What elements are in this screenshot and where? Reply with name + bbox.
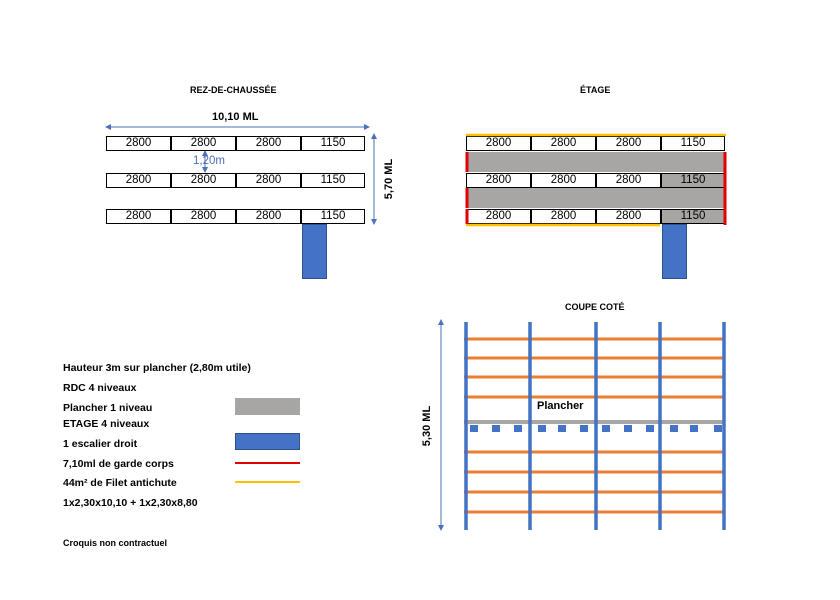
legend-swatch-guardrail	[235, 462, 300, 464]
section-beams-upper	[464, 337, 724, 399]
ground-rack-row-3: 2800 2800 2800 1150	[106, 209, 365, 224]
upper-rack-cell: 2800	[596, 173, 661, 188]
ground-rack-cell: 2800	[236, 173, 301, 188]
legend-rdc: RDC 4 niveaux	[63, 382, 137, 394]
upper-floor-band-2	[467, 188, 725, 208]
ground-rack-cell: 1150	[301, 173, 365, 188]
ground-rack-row-1: 2800 2800 2800 1150	[106, 136, 365, 151]
upper-rack-cell: 2800	[466, 136, 531, 151]
section-floor-label: Plancher	[537, 400, 584, 412]
ground-rack-cell: 1150	[301, 136, 365, 151]
upper-plan-title: ÉTAGE	[580, 85, 611, 95]
ground-aisle-label: 1,20m	[193, 155, 225, 167]
upper-rack-cell: 1150	[661, 209, 725, 224]
legend-height: Hauteur 3m sur plancher (2,80m utile)	[63, 362, 251, 374]
legend-swatch-stair	[235, 433, 300, 450]
ground-rack-cell: 2800	[171, 173, 236, 188]
legend-dimensions: 1x2,30x10,10 + 1x2,30x8,80	[63, 497, 198, 509]
upper-rack-cell: 1150	[661, 173, 725, 188]
ground-rack-cell: 2800	[106, 136, 171, 151]
section-floor-joists	[470, 425, 722, 432]
ground-rack-cell: 2800	[171, 136, 236, 151]
section-title: COUPE COTÉ	[565, 302, 625, 312]
legend-net: 44m² de Filet antichute	[63, 477, 177, 489]
ground-width-label: 10,10 ML	[212, 111, 259, 123]
legend-swatch-net	[235, 481, 300, 483]
ground-rack-cell: 2800	[106, 209, 171, 224]
upper-rack-cell: 2800	[466, 173, 531, 188]
upper-floor-band-1	[467, 152, 725, 172]
ground-rack-cell: 2800	[106, 173, 171, 188]
ground-rack-row-2: 2800 2800 2800 1150	[106, 173, 365, 188]
upper-rack-cell: 2800	[531, 173, 596, 188]
section-uprights	[464, 322, 726, 530]
legend-plancher: Plancher 1 niveau	[63, 402, 153, 414]
upper-rack-cell: 1150	[661, 136, 725, 151]
disclaimer-note: Croquis non contractuel	[63, 538, 168, 548]
upper-rack-row-1: 2800 2800 2800 1150	[466, 136, 725, 151]
legend-swatch-floor	[235, 398, 300, 415]
upper-rack-cell: 2800	[531, 209, 596, 224]
ground-rack-cell: 2800	[171, 209, 236, 224]
section-height-label: 5,30 ML	[421, 405, 433, 447]
ground-plan-title: REZ-DE-CHAUSSÉE	[190, 85, 277, 95]
ground-height-label: 5,70 ML	[383, 158, 395, 200]
upper-rack-cell: 2800	[596, 136, 661, 151]
upper-rack-row-3: 2800 2800 2800 1150	[466, 209, 725, 224]
ground-rack-cell: 2800	[236, 136, 301, 151]
upper-rack-cell: 2800	[596, 209, 661, 224]
upper-rack-row-2: 2800 2800 2800 1150	[466, 173, 725, 188]
upper-rack-cell: 2800	[531, 136, 596, 151]
ground-rack-cell: 2800	[236, 209, 301, 224]
ground-rack-cell: 1150	[301, 209, 365, 224]
legend-guardrail: 7,10ml de garde corps	[63, 458, 174, 470]
legend-stair: 1 escalier droit	[63, 438, 138, 450]
ground-staircase	[302, 224, 327, 279]
section-beams-lower	[464, 450, 724, 514]
upper-rack-cell: 2800	[466, 209, 531, 224]
legend-etage: ETAGE 4 niveaux	[63, 418, 150, 430]
upper-staircase	[662, 224, 687, 279]
